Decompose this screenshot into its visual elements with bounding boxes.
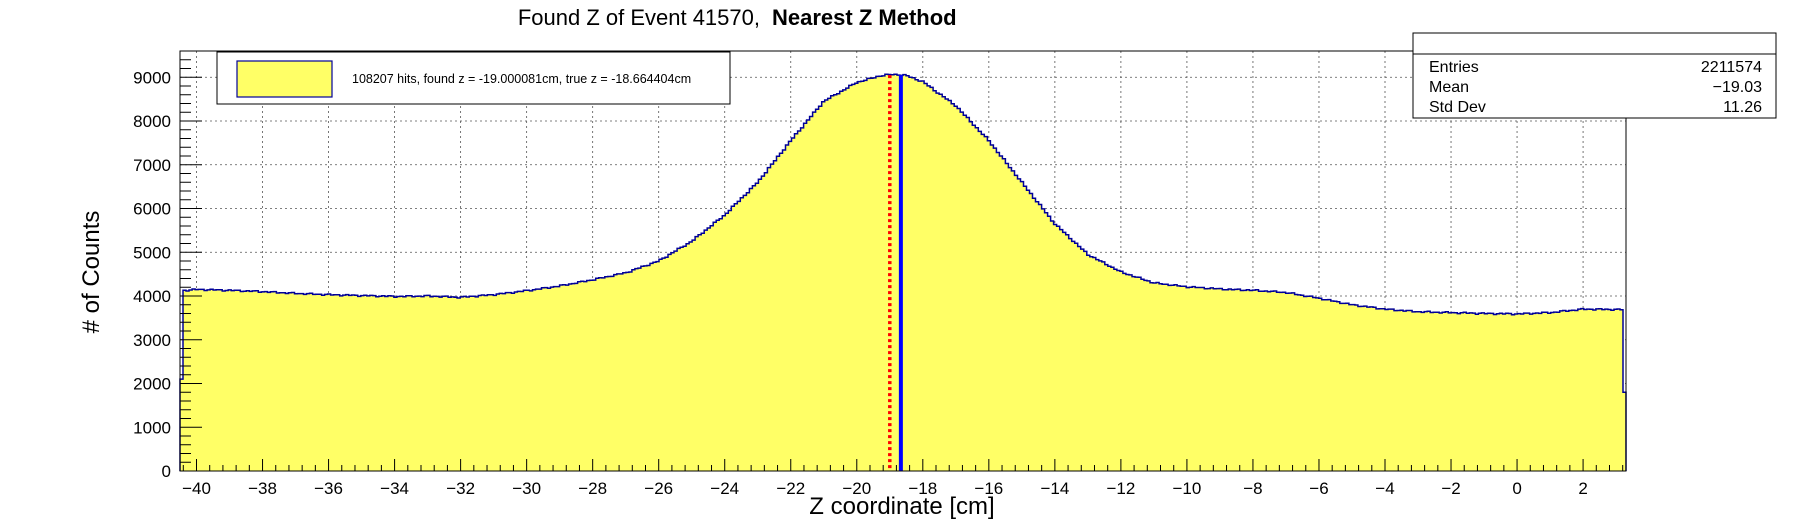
chart-title: Found Z of Event 41570, [518, 5, 760, 30]
stats-mean-value: −19.03 [1713, 79, 1762, 96]
x-tick-label: −6 [1309, 479, 1328, 498]
stats-entries-value: 2211574 [1701, 59, 1762, 76]
x-tick-label: 2 [1578, 479, 1587, 498]
x-tick-label: −36 [314, 479, 343, 498]
y-tick-label: 6000 [133, 200, 171, 219]
x-tick-label: −24 [710, 479, 739, 498]
x-tick-label: −18 [908, 479, 937, 498]
stats-mean-label: Mean [1429, 79, 1469, 96]
x-tick-label: −16 [974, 479, 1003, 498]
legend-entry: 108207 hits, found z = -19.000081cm, tru… [352, 72, 691, 86]
x-tick-label: −26 [644, 479, 673, 498]
y-axis-ticks: 0 1000 2000 3000 4000 5000 6000 7000 8000 9000 [133, 50, 202, 481]
histogram-outline [179, 73, 1627, 471]
y-tick-label: 3000 [133, 331, 171, 350]
stats-stddev-value: 11.26 [1723, 99, 1762, 116]
histogram-fill [180, 74, 1626, 472]
legend-swatch [236, 60, 333, 98]
x-tick-label: −22 [776, 479, 805, 498]
y-tick-label: 0 [162, 462, 171, 481]
legend: 108207 hits, found z = -19.000081cm, tru… [216, 51, 731, 105]
x-tick-label: −2 [1441, 479, 1460, 498]
x-tick-label: 0 [1512, 479, 1521, 498]
y-tick-label: 2000 [133, 375, 171, 394]
x-tick-label: −14 [1040, 479, 1069, 498]
x-tick-label: −30 [512, 479, 541, 498]
x-tick-label: −40 [182, 479, 211, 498]
x-tick-label: −20 [842, 479, 871, 498]
stats-box-frame [1412, 32, 1777, 119]
x-tick-label: −34 [380, 479, 409, 498]
y-tick-label: 5000 [133, 243, 171, 262]
x-axis-ticks: −40 −38 −36 −34 −32 −30 −28 −26 −24 −22 −20 −18 −16−… [182, 459, 1624, 498]
x-tick-label: −10 [1172, 479, 1201, 498]
x-tick-label: −28 [578, 479, 607, 498]
chart-title-method: Nearest Z Method [772, 5, 957, 30]
x-axis-label: Z coordinate [cm] [809, 493, 994, 520]
y-axis-label: # of Counts [78, 211, 105, 334]
x-tick-label: −4 [1375, 479, 1394, 498]
y-tick-label: 1000 [133, 418, 171, 437]
stats-box: Entries 2211574 Mean −19.03 Std Dev 11.2… [1412, 32, 1777, 119]
x-tick-label: −12 [1106, 479, 1135, 498]
y-tick-label: 7000 [133, 156, 171, 175]
y-tick-label: 9000 [133, 68, 171, 87]
x-tick-label: −8 [1243, 479, 1262, 498]
y-tick-label: 8000 [133, 112, 171, 131]
stats-stddev-label: Std Dev [1429, 99, 1486, 116]
stats-entries-label: Entries [1429, 59, 1479, 76]
y-tick-label: 4000 [133, 287, 171, 306]
x-tick-label: −38 [248, 479, 277, 498]
x-tick-label: −32 [446, 479, 475, 498]
marker-lines [888, 75, 903, 471]
